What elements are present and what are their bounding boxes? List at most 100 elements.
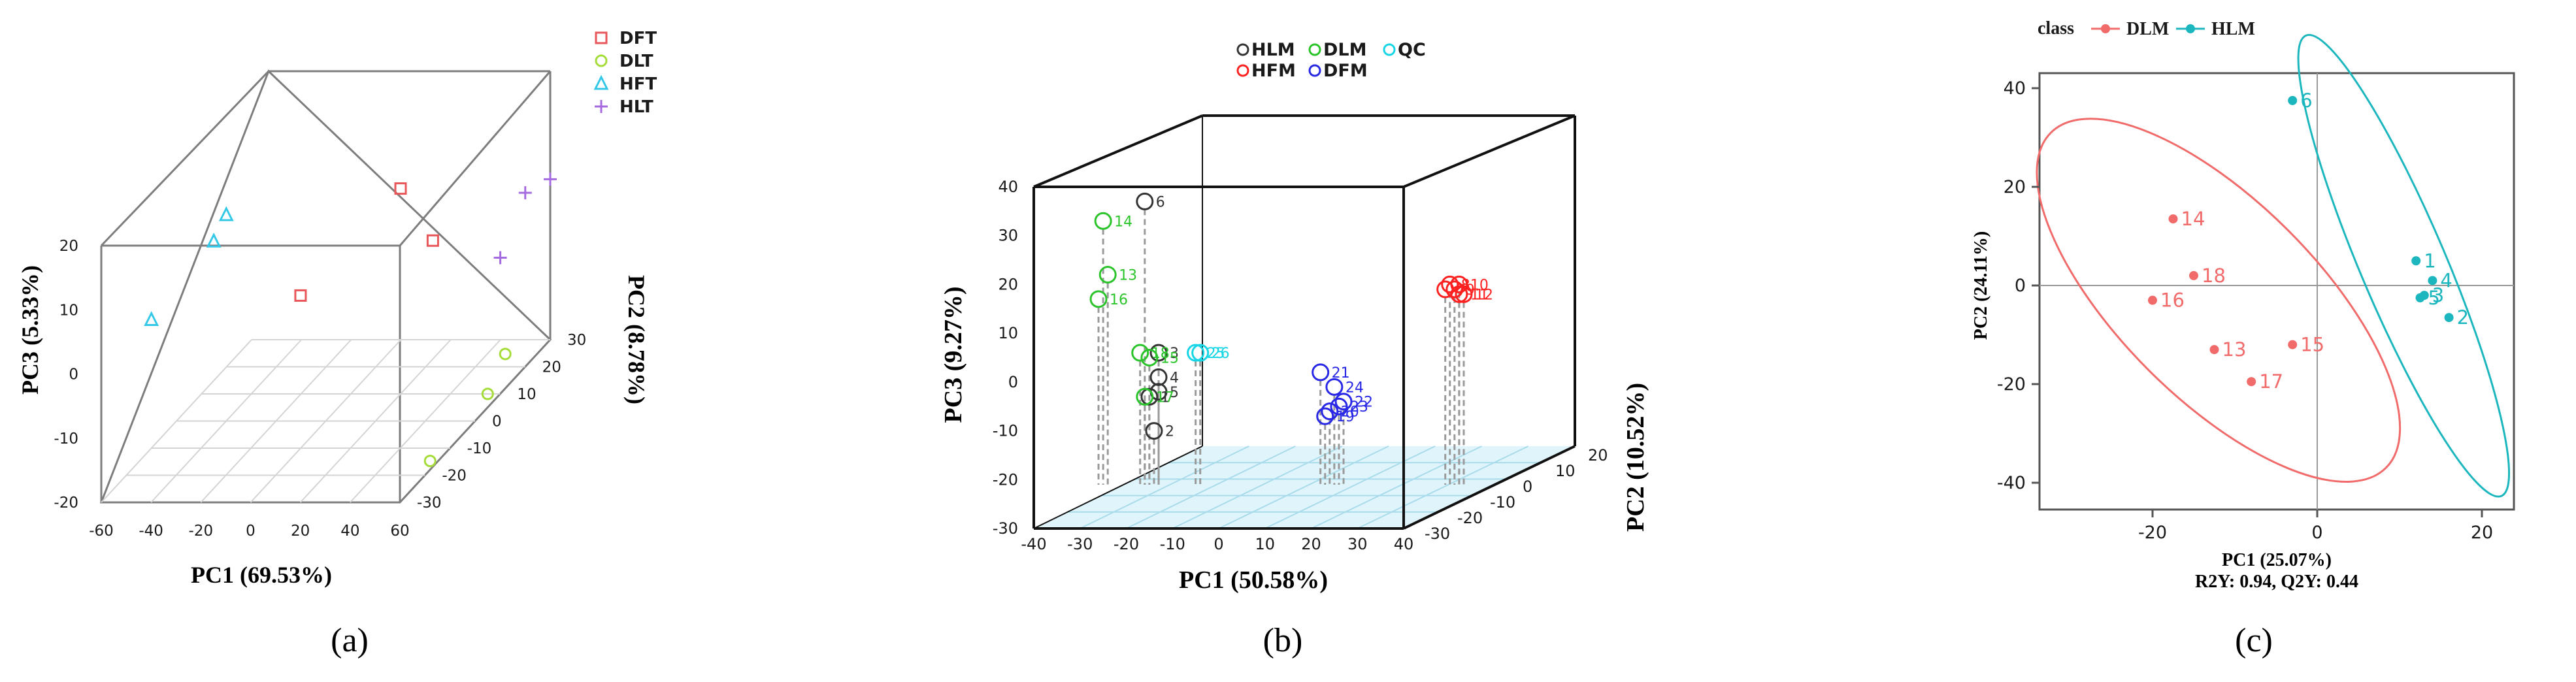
panel-b-point-hfm	[1445, 280, 1464, 299]
panel-b-legend-marker-dlm	[1308, 43, 1321, 56]
panel-b-y-tick: 20	[1588, 446, 1608, 464]
panel-b-legend-label: DLM	[1323, 40, 1367, 60]
panel-a-floor-grid	[101, 339, 550, 503]
panel-c-point-label: 17	[2259, 370, 2283, 393]
panel-c-point-dlm	[2168, 214, 2178, 224]
panel-c-point-label: 2	[2457, 306, 2469, 329]
panel-a-point-hlt	[493, 251, 507, 265]
panel-c-y-axis-label: PC2 (24.11%)	[1971, 231, 1991, 340]
panel-b-point-label: 23	[1350, 399, 1368, 415]
panel-b-y-axis-label: PC2 (10.52%)	[1622, 383, 1649, 532]
panel-b-legend: HLM DLM QC HFM DFM	[1236, 40, 1426, 81]
panel-c-legend: class DLM HLM	[2038, 18, 2255, 39]
panel-b-point-label: 19	[1336, 409, 1355, 425]
panel-a-legend-marker-dft	[595, 31, 608, 44]
panel-a-y-tick: -20	[442, 468, 467, 485]
panel-c-point-label: 5	[2428, 287, 2440, 309]
panel-a-y-tick: -10	[467, 440, 492, 457]
panel-a-point-dft	[426, 234, 439, 247]
panel-b-point-hlm	[1149, 368, 1168, 386]
panel-b-point-label: 14	[1114, 214, 1132, 230]
panel-a-y-tick: 10	[517, 386, 536, 403]
panel-b-y-tick: -20	[1457, 509, 1483, 527]
panel-a-x-tick: 20	[291, 523, 310, 540]
panel-c-y-tick: -40	[1997, 473, 2026, 493]
panel-a-x-tick: 40	[340, 523, 359, 540]
panel-a-point-hft	[206, 233, 222, 248]
panel-a-legend-marker-dlt	[595, 54, 608, 67]
panel-b-point-label: 25	[1207, 346, 1225, 362]
panel-b-legend-marker-hlm	[1236, 43, 1249, 56]
panel-c-legend-label: HLM	[2211, 19, 2255, 39]
panel-a-z-tick: 20	[59, 238, 78, 255]
panel-a-point-dlt	[423, 455, 437, 468]
panel-c-point-dlm	[2288, 340, 2298, 349]
panel-a-y-tick: 30	[567, 332, 586, 349]
panel-a-x-tick: -20	[189, 523, 214, 540]
panel-b-points: 6345121413161518172526789101112212423222…	[1089, 192, 1493, 440]
panel-a-legend-marker-hlt	[595, 100, 608, 113]
panel-b-x-axis-label: PC1 (50.58%)	[1179, 566, 1328, 594]
panel-c-point-label: 14	[2181, 208, 2205, 230]
panel-c-point-label: 3	[2432, 284, 2444, 306]
panel-a-y-tick: -30	[417, 495, 442, 511]
panel-c-plot-frame	[2038, 72, 2515, 511]
panel-a-legend-label: DLT	[619, 52, 653, 71]
panel-a-x-axis-label: PC1 (69.53%)	[191, 562, 332, 588]
panel-b-point-qc	[1191, 344, 1210, 362]
panel-a-box	[99, 69, 552, 504]
panel-b-x-tick: 10	[1255, 535, 1275, 553]
panel-c-x-tick: 20	[2471, 523, 2493, 543]
panel-b-z-tick: 40	[998, 178, 1018, 196]
panel-b-grid-line	[1080, 446, 1249, 529]
panel-a-x-tick: -60	[89, 523, 114, 540]
panel-b-point-dlm	[1098, 265, 1117, 284]
panel-a-legend-marker-hft	[593, 74, 609, 90]
panel-b-grid-line	[1357, 446, 1529, 529]
panel-b-y-tick: 0	[1523, 478, 1532, 496]
panel-b-point-dlm	[1136, 387, 1154, 406]
panel-b-point-dlm	[1140, 349, 1159, 366]
panel-b-point-label: 4	[1170, 370, 1179, 386]
panel-a-z-tick: 10	[59, 302, 78, 319]
panel-b-point-label: 22	[1355, 395, 1373, 411]
panel-a-legend-label: HLT	[619, 97, 653, 117]
panel-a-3d-pca: -60 -40 -20 0 20 40 6020100-10-203020100-10-20…	[17, 29, 657, 659]
panel-b-point-dfm	[1316, 407, 1334, 425]
panel-b-drop-lines	[1097, 209, 1465, 485]
panel-b-legend-label: HFM	[1251, 61, 1296, 81]
panel-b-legend-marker-hfm	[1236, 64, 1249, 77]
panel-b-point-label: 24	[1346, 380, 1364, 396]
panel-c-model-stats: R2Y: 0.94, Q2Y: 0.44	[2195, 572, 2358, 592]
panel-c-point-label: 18	[2202, 265, 2226, 287]
panel-a-z-tick: -20	[54, 495, 78, 511]
panel-c-point-hlm	[2411, 256, 2421, 266]
panel-c-legend-label: DLM	[2126, 19, 2169, 39]
panel-c-point-label: 16	[2160, 289, 2185, 312]
panel-b-point-dfm	[1312, 363, 1330, 382]
panel-a-legend-label: HFT	[619, 74, 657, 94]
panel-b-point-label: 11	[1470, 287, 1489, 303]
panel-b-z-tick: -20	[993, 470, 1018, 489]
panel-b-z-tick: -10	[993, 422, 1018, 440]
panel-b-z-tick: 30	[998, 227, 1018, 245]
panel-a-x-tick: 60	[390, 523, 409, 540]
panel-a-point-dlt	[481, 387, 494, 400]
panel-b-point-dlm	[1131, 344, 1149, 362]
panel-a-y-tick: 0	[492, 414, 502, 430]
panel-b-point-label: 12	[1475, 287, 1493, 303]
panel-a-ticks: -60 -40 -20 0 20 40 6020100-10-203020100-10-20…	[54, 238, 586, 540]
panel-c-point-label: 4	[2440, 269, 2452, 291]
panel-b-point-dlm	[1089, 290, 1108, 308]
panel-a-z-axis-label: PC3 (5.33%)	[17, 265, 43, 395]
panel-b-y-tick: -10	[1490, 493, 1515, 511]
panel-b-point-label: 3	[1170, 346, 1179, 362]
panel-b-point-qc	[1187, 344, 1205, 362]
panel-b-3d-pca: -40 -30 -20 -10 0 10 20 30 40403020100-10-20-302…	[940, 40, 1649, 659]
panel-b-grid-line	[1311, 446, 1482, 529]
panel-b-point-dfm	[1334, 393, 1353, 411]
panel-b-ticks: -40 -30 -20 -10 0 10 20 30 40403020100-10-20-302…	[993, 178, 1608, 553]
panel-b-legend-label: HLM	[1251, 40, 1295, 60]
panel-a-point-dlt	[499, 348, 512, 361]
